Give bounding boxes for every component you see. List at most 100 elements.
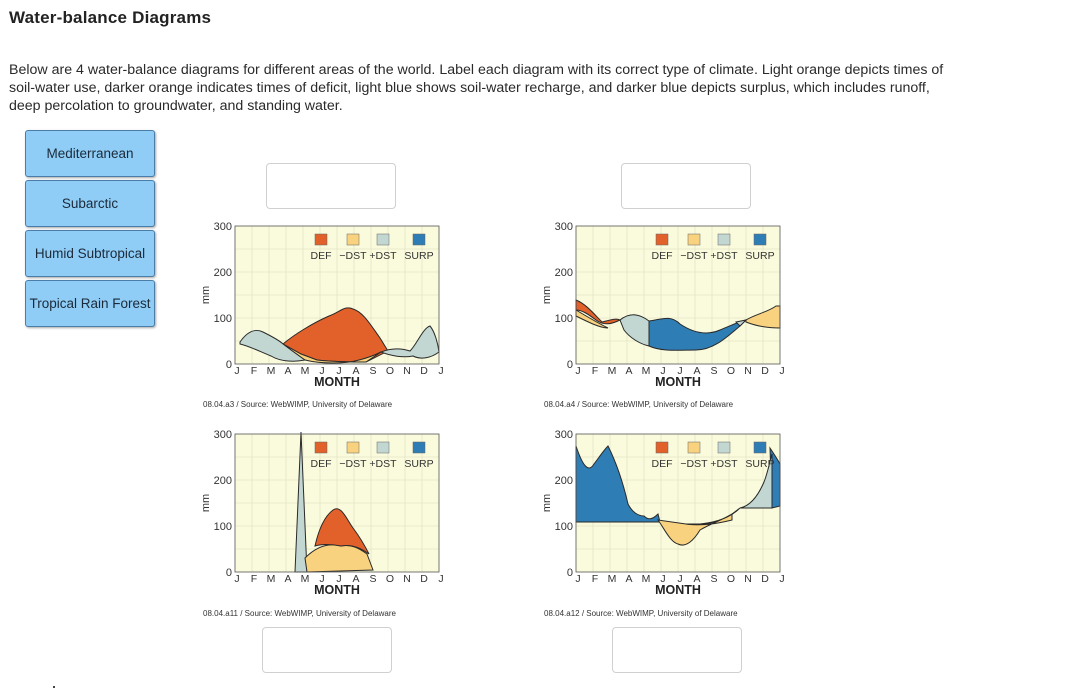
month-tick-label: D [761,365,769,377]
legend-swatch [376,441,390,454]
month-tick-label: N [403,573,411,585]
y-tick-label: 0 [567,567,573,579]
month-tick-label: A [352,573,359,585]
legend-label: −DST [680,250,708,262]
month-tick-label: J [336,365,341,377]
month-tick-label: S [710,573,717,585]
dropzone-diagram-a12[interactable] [612,627,742,673]
dropzone-diagram-a11[interactable] [262,627,392,673]
legend-label: SURP [404,250,433,262]
month-tick-label: J [319,365,324,377]
y-tick-label: 300 [214,221,232,233]
y-tick-label: 200 [555,267,573,279]
y-tick-label: 200 [214,267,232,279]
y-axis-label: mm [541,494,553,512]
month-tick-label: M [608,573,617,585]
month-tick-label: A [284,573,291,585]
water-balance-diagram-a3: DEF −DST +DST SURP 300 200 100 0 mm J F M A M J J A S O N D… [195,216,455,398]
y-tick-label: 100 [555,313,573,325]
legend-label: DEF [652,458,673,470]
month-tick-label: J [677,573,682,585]
month-tick-label: J [779,573,784,585]
source-caption-a11: 08.04.a11 / Source: WebWIMP, University … [203,609,396,618]
y-tick-label: 100 [555,521,573,533]
month-tick-label: O [727,573,735,585]
legend-swatch [717,233,731,246]
month-tick-label: O [727,365,735,377]
month-tick-label: J [575,365,580,377]
month-tick-label: S [710,365,717,377]
month-tick-label: S [369,573,376,585]
legend-label: DEF [652,250,673,262]
month-tick-label: M [642,365,651,377]
legend-label: DEF [311,250,332,262]
legend-swatch [687,233,701,246]
dropzone-diagram-a3[interactable] [266,163,396,209]
month-tick-label: A [693,573,700,585]
legend-swatch [753,441,767,454]
legend-swatch [655,233,669,246]
recharge-area [239,325,440,362]
x-axis-label: MONTH [314,375,360,389]
legend-label: −DST [680,458,708,470]
legend: DEF −DST +DST SURP [311,233,434,262]
y-tick-label: 100 [214,313,232,325]
page-title: Water-balance Diagrams [9,8,212,27]
instructions-text: Below are 4 water-balance diagrams for d… [9,62,944,114]
month-tick-label: D [420,573,428,585]
month-tick-label: J [575,573,580,585]
plot-frame [575,225,781,365]
y-tick-label: 200 [214,475,232,487]
month-tick-label: M [301,573,310,585]
month-tick-label: A [693,365,700,377]
legend-swatch [376,233,390,246]
month-tick-label: F [251,573,257,585]
legend-swatch [314,233,328,246]
legend-label: DEF [311,458,332,470]
y-tick-label: 300 [214,429,232,441]
legend-label: SURP [404,458,433,470]
x-axis-label: MONTH [655,583,701,597]
month-tick-label: O [386,365,394,377]
stray-dot [53,686,55,688]
y-axis-label: mm [541,286,553,304]
soil-water-use-area [656,513,733,546]
y-tick-label: 200 [555,475,573,487]
y-axis-label: mm [200,494,212,512]
plot-frame [234,433,440,573]
water-balance-diagram-a12: DEF −DST +DST SURP 300 200 100 0 mm J F M A M J J A S O N D… [536,424,796,606]
month-tick-label: M [301,365,310,377]
legend: DEF −DST +DST SURP [652,233,775,262]
month-tick-label: J [319,573,324,585]
legend-swatch [687,441,701,454]
month-tick-label: M [267,573,276,585]
x-axis-label: MONTH [655,375,701,389]
month-tick-label: J [438,365,443,377]
legend-label: SURP [745,458,774,470]
choice-subarctic[interactable]: Subarctic [25,180,155,227]
legend-label: −DST [339,250,367,262]
y-tick-label: 300 [555,221,573,233]
dropzone-diagram-a4[interactable] [621,163,751,209]
month-tick-label: J [779,365,784,377]
legend-label: +DST [710,458,738,470]
legend: DEF −DST +DST SURP [652,441,775,470]
month-tick-label: S [369,365,376,377]
choice-tropical-rain-forest[interactable]: Tropical Rain Forest [25,280,155,327]
legend-label: SURP [745,250,774,262]
choice-humid-subtropical[interactable]: Humid Subtropical [25,230,155,277]
recharge-area [619,314,748,347]
legend-swatch [346,233,360,246]
legend-label: +DST [710,250,738,262]
water-balance-diagram-a11: DEF −DST +DST SURP 300 200 100 0 mm J F M A M J J A S O N D… [195,424,455,606]
month-tick-label: F [251,365,257,377]
y-tick-label: 0 [226,567,232,579]
month-tick-label: A [352,365,359,377]
month-tick-label: N [744,573,752,585]
choice-mediterranean[interactable]: Mediterranean [25,130,155,177]
month-tick-label: M [608,365,617,377]
legend-swatch [753,233,767,246]
y-tick-label: 0 [226,359,232,371]
month-tick-label: J [234,573,239,585]
legend-swatch [346,441,360,454]
